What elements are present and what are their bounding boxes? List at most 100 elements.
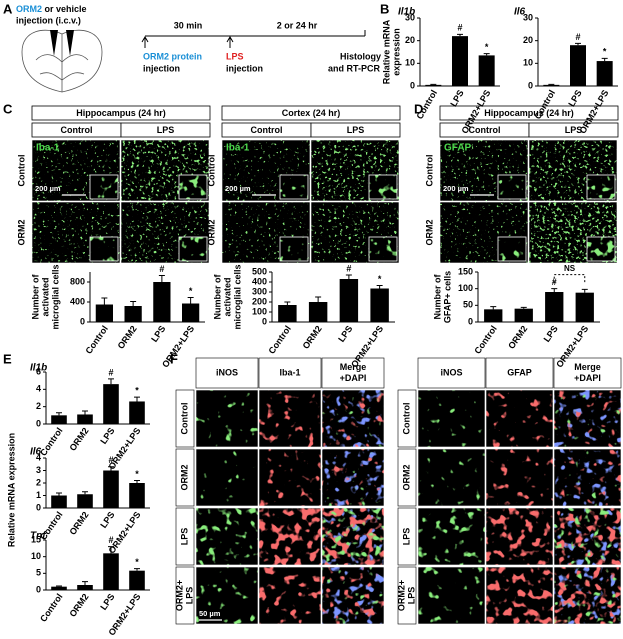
- significance-mark: #: [575, 32, 580, 42]
- image-signal: [196, 508, 258, 565]
- image-border: [528, 139, 618, 202]
- row-label: Control: [401, 403, 411, 435]
- micrograph: [31, 139, 121, 202]
- micrograph: [221, 139, 311, 202]
- injection-title: ORM2 or vehicle: [16, 4, 87, 14]
- bar: [51, 495, 67, 508]
- column-box: [528, 122, 619, 138]
- x-tick-label: ORM2: [116, 324, 139, 351]
- inset-border: [586, 174, 616, 200]
- y-axis-label: GFAP+ cells: [442, 271, 452, 323]
- row-box: [175, 507, 195, 566]
- image-border: [258, 566, 322, 625]
- scale-label: 200 µm: [443, 184, 469, 193]
- row-box: [175, 566, 195, 625]
- y-axis-label: Relative mRNA expression: [6, 433, 16, 547]
- chart-title: Il1b: [398, 7, 415, 18]
- image-border: [485, 389, 554, 448]
- y-tick-label: 4: [36, 384, 41, 394]
- error-bar: [130, 301, 137, 306]
- significance-mark: *: [135, 386, 139, 396]
- error-bar: [101, 297, 108, 305]
- y-tick-label: 2: [36, 401, 41, 411]
- significance-mark: #: [159, 264, 164, 274]
- injection-route: injection (i.c.v.): [16, 15, 81, 25]
- column-label: LPS: [565, 125, 583, 135]
- error-bar: [56, 585, 62, 587]
- image-border: [310, 201, 400, 264]
- bar: [77, 414, 93, 424]
- inset-border: [89, 236, 119, 262]
- image-signal: [196, 449, 258, 506]
- image-border: [553, 389, 622, 448]
- bar: [452, 36, 468, 86]
- micrograph: [195, 448, 259, 507]
- group-title: Cortex (24 hr): [282, 108, 341, 118]
- micrograph: [221, 201, 311, 264]
- bar: [153, 282, 171, 322]
- inset-signal: [280, 175, 308, 199]
- y-tick-label: 1: [36, 490, 41, 500]
- x-tick-label: LPS: [336, 324, 354, 344]
- error-bar: [108, 546, 114, 554]
- row-label: ORM2: [424, 219, 434, 245]
- micrograph: [321, 389, 385, 448]
- inset-border: [497, 236, 527, 262]
- column-box: [258, 357, 322, 389]
- micrograph: [258, 448, 322, 507]
- column-box: [321, 357, 385, 389]
- x-tick-label: Control: [266, 324, 293, 356]
- row-label: ORM2: [401, 464, 411, 490]
- image-signal: [486, 567, 553, 624]
- y-tick-label: 6: [36, 366, 41, 376]
- inset-signal: [280, 237, 308, 261]
- header-box: [439, 105, 619, 121]
- significance-mark: #: [108, 455, 113, 465]
- error-bar: [575, 42, 581, 46]
- micrograph: [120, 201, 210, 264]
- inset-border: [279, 236, 309, 262]
- error-bar: [134, 568, 140, 571]
- bar: [596, 61, 613, 86]
- row-label: LPS: [406, 587, 416, 605]
- y-tick-label: 15: [31, 534, 41, 544]
- y-tick-label: 0: [262, 316, 267, 326]
- panel-label: E: [3, 351, 12, 366]
- column-label: Merge: [574, 362, 601, 372]
- y-axis-label: Number of: [432, 273, 442, 319]
- micrograph: [195, 566, 259, 625]
- row-label: ORM2: [206, 219, 216, 245]
- error-bar: [187, 297, 194, 304]
- interval: 30 min: [174, 20, 203, 30]
- significance-mark: *: [485, 42, 489, 52]
- inset-border: [586, 236, 616, 262]
- image-border: [195, 566, 259, 625]
- x-tick-label: ORM2: [67, 592, 90, 619]
- stain-label: Iba-1: [226, 143, 250, 154]
- image-border: [417, 507, 486, 566]
- image-border: [553, 448, 622, 507]
- micrograph: [258, 507, 322, 566]
- row-label: ORM2: [179, 464, 189, 490]
- image-border: [321, 389, 385, 448]
- error-bar: [551, 288, 558, 292]
- error-bar: [490, 306, 497, 310]
- bar: [129, 570, 145, 590]
- bracket: [553, 274, 586, 283]
- bar: [570, 45, 586, 86]
- column-label: Control: [469, 125, 501, 135]
- image-border: [120, 139, 210, 202]
- column-label: LPS: [347, 125, 365, 135]
- image-border: [31, 201, 121, 264]
- y-tick-label: 10: [31, 551, 41, 561]
- y-tick-label: 50: [463, 300, 473, 310]
- image-signal: [259, 567, 321, 624]
- bar: [278, 305, 297, 322]
- error-bar: [158, 275, 165, 282]
- x-tick-label: Control: [38, 426, 65, 458]
- bar: [51, 415, 67, 424]
- bar: [103, 384, 119, 424]
- image-signal: [322, 508, 384, 565]
- image-signal: [554, 508, 621, 565]
- panel-label: C: [3, 101, 13, 116]
